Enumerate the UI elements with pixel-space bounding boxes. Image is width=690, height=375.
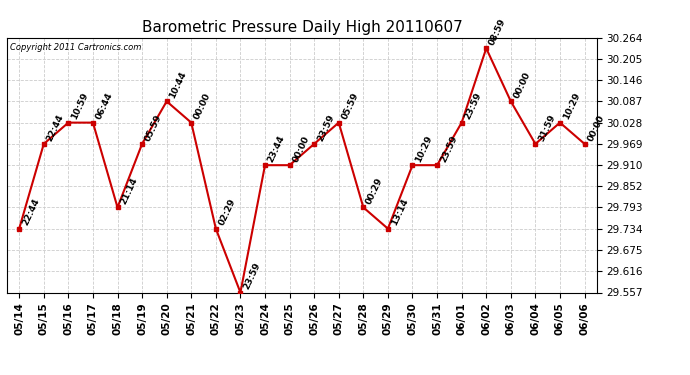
Text: 31:59: 31:59 (537, 112, 557, 142)
Text: 23:44: 23:44 (266, 134, 287, 164)
Text: 00:00: 00:00 (291, 135, 311, 164)
Text: 23:59: 23:59 (315, 112, 336, 142)
Text: 22:44: 22:44 (45, 112, 66, 142)
Text: 05:59: 05:59 (340, 92, 360, 121)
Text: 21:14: 21:14 (119, 176, 139, 206)
Text: 23:59: 23:59 (463, 92, 484, 121)
Text: 13:14: 13:14 (389, 197, 410, 227)
Text: Copyright 2011 Cartronics.com: Copyright 2011 Cartronics.com (10, 43, 141, 52)
Text: 10:29: 10:29 (562, 92, 582, 121)
Text: 08:59: 08:59 (488, 17, 508, 47)
Text: 10:59: 10:59 (70, 92, 90, 121)
Text: 02:29: 02:29 (217, 198, 237, 227)
Text: 00:00: 00:00 (193, 92, 213, 121)
Text: 00:00: 00:00 (586, 113, 606, 142)
Title: Barometric Pressure Daily High 20110607: Barometric Pressure Daily High 20110607 (141, 20, 462, 35)
Text: 00:00: 00:00 (512, 70, 532, 100)
Text: 06:44: 06:44 (95, 92, 115, 121)
Text: 00:29: 00:29 (365, 176, 385, 206)
Text: 23:59: 23:59 (241, 261, 262, 291)
Text: 10:44: 10:44 (168, 70, 188, 100)
Text: 10:29: 10:29 (414, 134, 434, 164)
Text: 23:59: 23:59 (438, 134, 459, 164)
Text: 05:59: 05:59 (144, 113, 164, 142)
Text: 22:44: 22:44 (21, 197, 41, 227)
